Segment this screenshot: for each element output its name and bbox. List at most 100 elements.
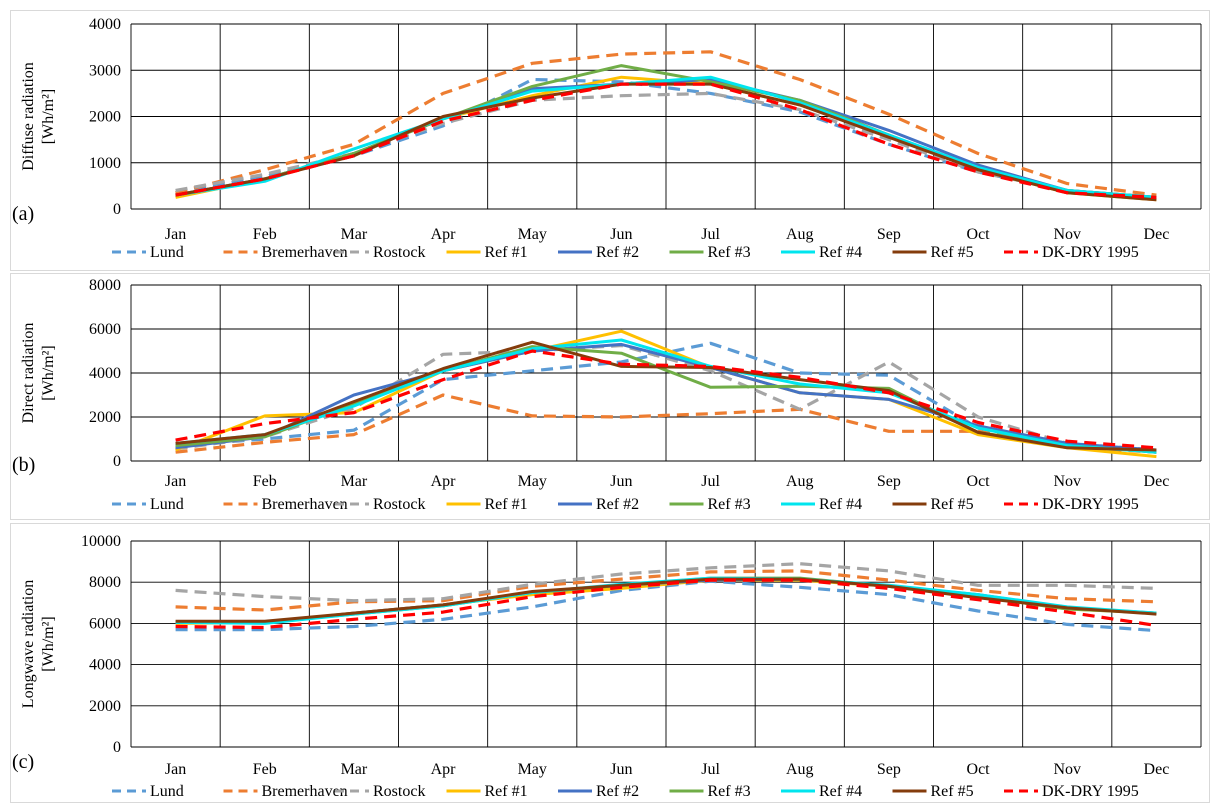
x-tick-label: Aug <box>786 226 814 243</box>
x-tick-label: May <box>518 226 547 243</box>
legend-entry: Ref #4 <box>819 244 862 261</box>
series-line-bremerhaven <box>175 393 1157 454</box>
legend-entry: Rostock <box>373 496 425 513</box>
y-tick-label: 2000 <box>89 109 121 126</box>
x-tick-label: Dec <box>1144 761 1170 778</box>
legend-entry: Ref #1 <box>485 783 528 800</box>
y-tick-label: 6000 <box>89 321 121 338</box>
y-tick-label: 2000 <box>89 409 121 426</box>
series-line-lund <box>175 579 1157 633</box>
legend-entry: Lund <box>150 496 184 513</box>
series-line-ref-4 <box>175 338 1157 454</box>
y-tick-label: 10000 <box>81 533 121 550</box>
legend-entry: Ref #5 <box>931 244 974 261</box>
chart-panel-c: 0 2000 4000 6000 8000 10000 Jan Feb Mar Apr May Jun… <box>0 523 1214 803</box>
legend-entry: Ref #4 <box>819 496 862 513</box>
chart-panel-a: 0 1000 2000 3000 4000 Jan Feb Mar Apr May Jun Jul Au… <box>0 10 1214 271</box>
panel-frame <box>10 10 1210 271</box>
y-axis-label: Diffuse radiation <box>20 62 37 171</box>
x-tick-label: May <box>518 473 547 490</box>
x-tick-label: Sep <box>877 761 901 778</box>
legend-entry: Ref #4 <box>819 783 862 800</box>
x-tick-label: Jul <box>701 226 720 243</box>
panel-label: (a) <box>12 203 34 225</box>
direct-radiation-chart: 0 2000 4000 6000 8000 Jan Feb Mar Apr May Jun Jul Au… <box>12 277 1202 513</box>
x-tick-label: Feb <box>253 761 277 778</box>
legend-entry: DK-DRY 1995 <box>1042 783 1139 800</box>
x-tick-label: Mar <box>341 473 368 490</box>
y-tick-label: 1000 <box>89 155 121 172</box>
y-tick-label: 0 <box>113 201 121 218</box>
panel-frame <box>10 523 1210 803</box>
y-tick-label: 8000 <box>89 574 121 591</box>
series-line-ref-1 <box>175 329 1157 459</box>
panel-label: (b) <box>12 454 35 476</box>
legend-entry: Ref #5 <box>931 783 974 800</box>
legend-entry: Ref #5 <box>931 496 974 513</box>
x-tick-label: Jan <box>165 226 186 243</box>
series-line-dk-dry-1995 <box>175 578 1157 630</box>
y-tick-label: 0 <box>113 739 121 756</box>
x-tick-label: Apr <box>431 761 457 778</box>
x-tick-label: Nov <box>1053 761 1081 778</box>
x-tick-label: Oct <box>967 761 991 778</box>
x-tick-label: Sep <box>877 226 901 243</box>
x-tick-label: Feb <box>253 473 277 490</box>
legend-entry: Ref #2 <box>596 244 639 261</box>
legend-entry: Bremerhaven <box>262 244 348 261</box>
series-line-ref-5 <box>175 577 1157 623</box>
x-tick-label: Apr <box>431 473 457 490</box>
y-tick-label: 6000 <box>89 615 121 632</box>
x-tick-label: Mar <box>341 226 368 243</box>
y-tick-label: 4000 <box>89 365 121 382</box>
series-line-ref-4 <box>175 75 1157 199</box>
legend-entry: Ref #1 <box>485 496 528 513</box>
legend-entry: Ref #3 <box>708 244 751 261</box>
legend-entry: Ref #1 <box>485 244 528 261</box>
x-tick-label: Oct <box>967 473 991 490</box>
x-tick-label: Dec <box>1144 473 1170 490</box>
x-tick-label: Oct <box>967 226 991 243</box>
legend-entry: Ref #3 <box>708 783 751 800</box>
x-tick-label: Nov <box>1053 226 1081 243</box>
y-axis-unit: [Wh/m²] <box>40 616 57 671</box>
y-tick-label: 4000 <box>89 16 121 33</box>
x-tick-label: Jan <box>165 473 186 490</box>
legend-entry: Rostock <box>373 783 425 800</box>
y-tick-label: 3000 <box>89 62 121 79</box>
legend-entry: Lund <box>150 783 184 800</box>
series-line-dk-dry-1995 <box>175 349 1157 450</box>
x-tick-label: Jan <box>165 761 186 778</box>
chart-panel-b: 0 2000 4000 6000 8000 Jan Feb Mar Apr May Jun Jul Au… <box>0 273 1214 520</box>
legend-entry: Bremerhaven <box>262 783 348 800</box>
legend-entry: Bremerhaven <box>262 496 348 513</box>
x-tick-label: Jul <box>701 761 720 778</box>
y-tick-label: 2000 <box>89 698 121 715</box>
longwave-radiation-chart: 0 2000 4000 6000 8000 10000 Jan Feb Mar Apr May Jun… <box>12 533 1202 800</box>
diffuse-radiation-chart: 0 1000 2000 3000 4000 Jan Feb Mar Apr May Jun Jul Au… <box>12 16 1202 261</box>
series-line-rostock <box>175 343 1157 452</box>
x-tick-label: Dec <box>1144 226 1170 243</box>
x-tick-label: May <box>518 761 547 778</box>
series-line-dk-dry-1995 <box>175 82 1157 199</box>
x-tick-label: Sep <box>877 473 901 490</box>
y-axis-label: Direct radiation <box>20 323 37 424</box>
x-tick-label: Mar <box>341 761 368 778</box>
y-tick-label: 4000 <box>89 657 121 674</box>
x-tick-label: Jun <box>610 473 632 490</box>
x-tick-label: Aug <box>786 761 814 778</box>
legend-entry: DK-DRY 1995 <box>1042 244 1139 261</box>
x-tick-label: Aug <box>786 473 814 490</box>
panel-label: (c) <box>12 751 34 773</box>
x-tick-label: Nov <box>1053 473 1081 490</box>
x-tick-label: Jul <box>701 473 720 490</box>
legend-entry: DK-DRY 1995 <box>1042 496 1139 513</box>
panel-frame <box>10 273 1210 520</box>
x-tick-label: Jun <box>610 761 632 778</box>
legend-entry: Ref #2 <box>596 783 639 800</box>
series-line-bremerhaven <box>175 569 1157 612</box>
x-tick-label: Jun <box>610 226 632 243</box>
y-tick-label: 8000 <box>89 277 121 294</box>
series-line-ref-2 <box>175 342 1157 452</box>
legend-entry: Rostock <box>373 244 425 261</box>
